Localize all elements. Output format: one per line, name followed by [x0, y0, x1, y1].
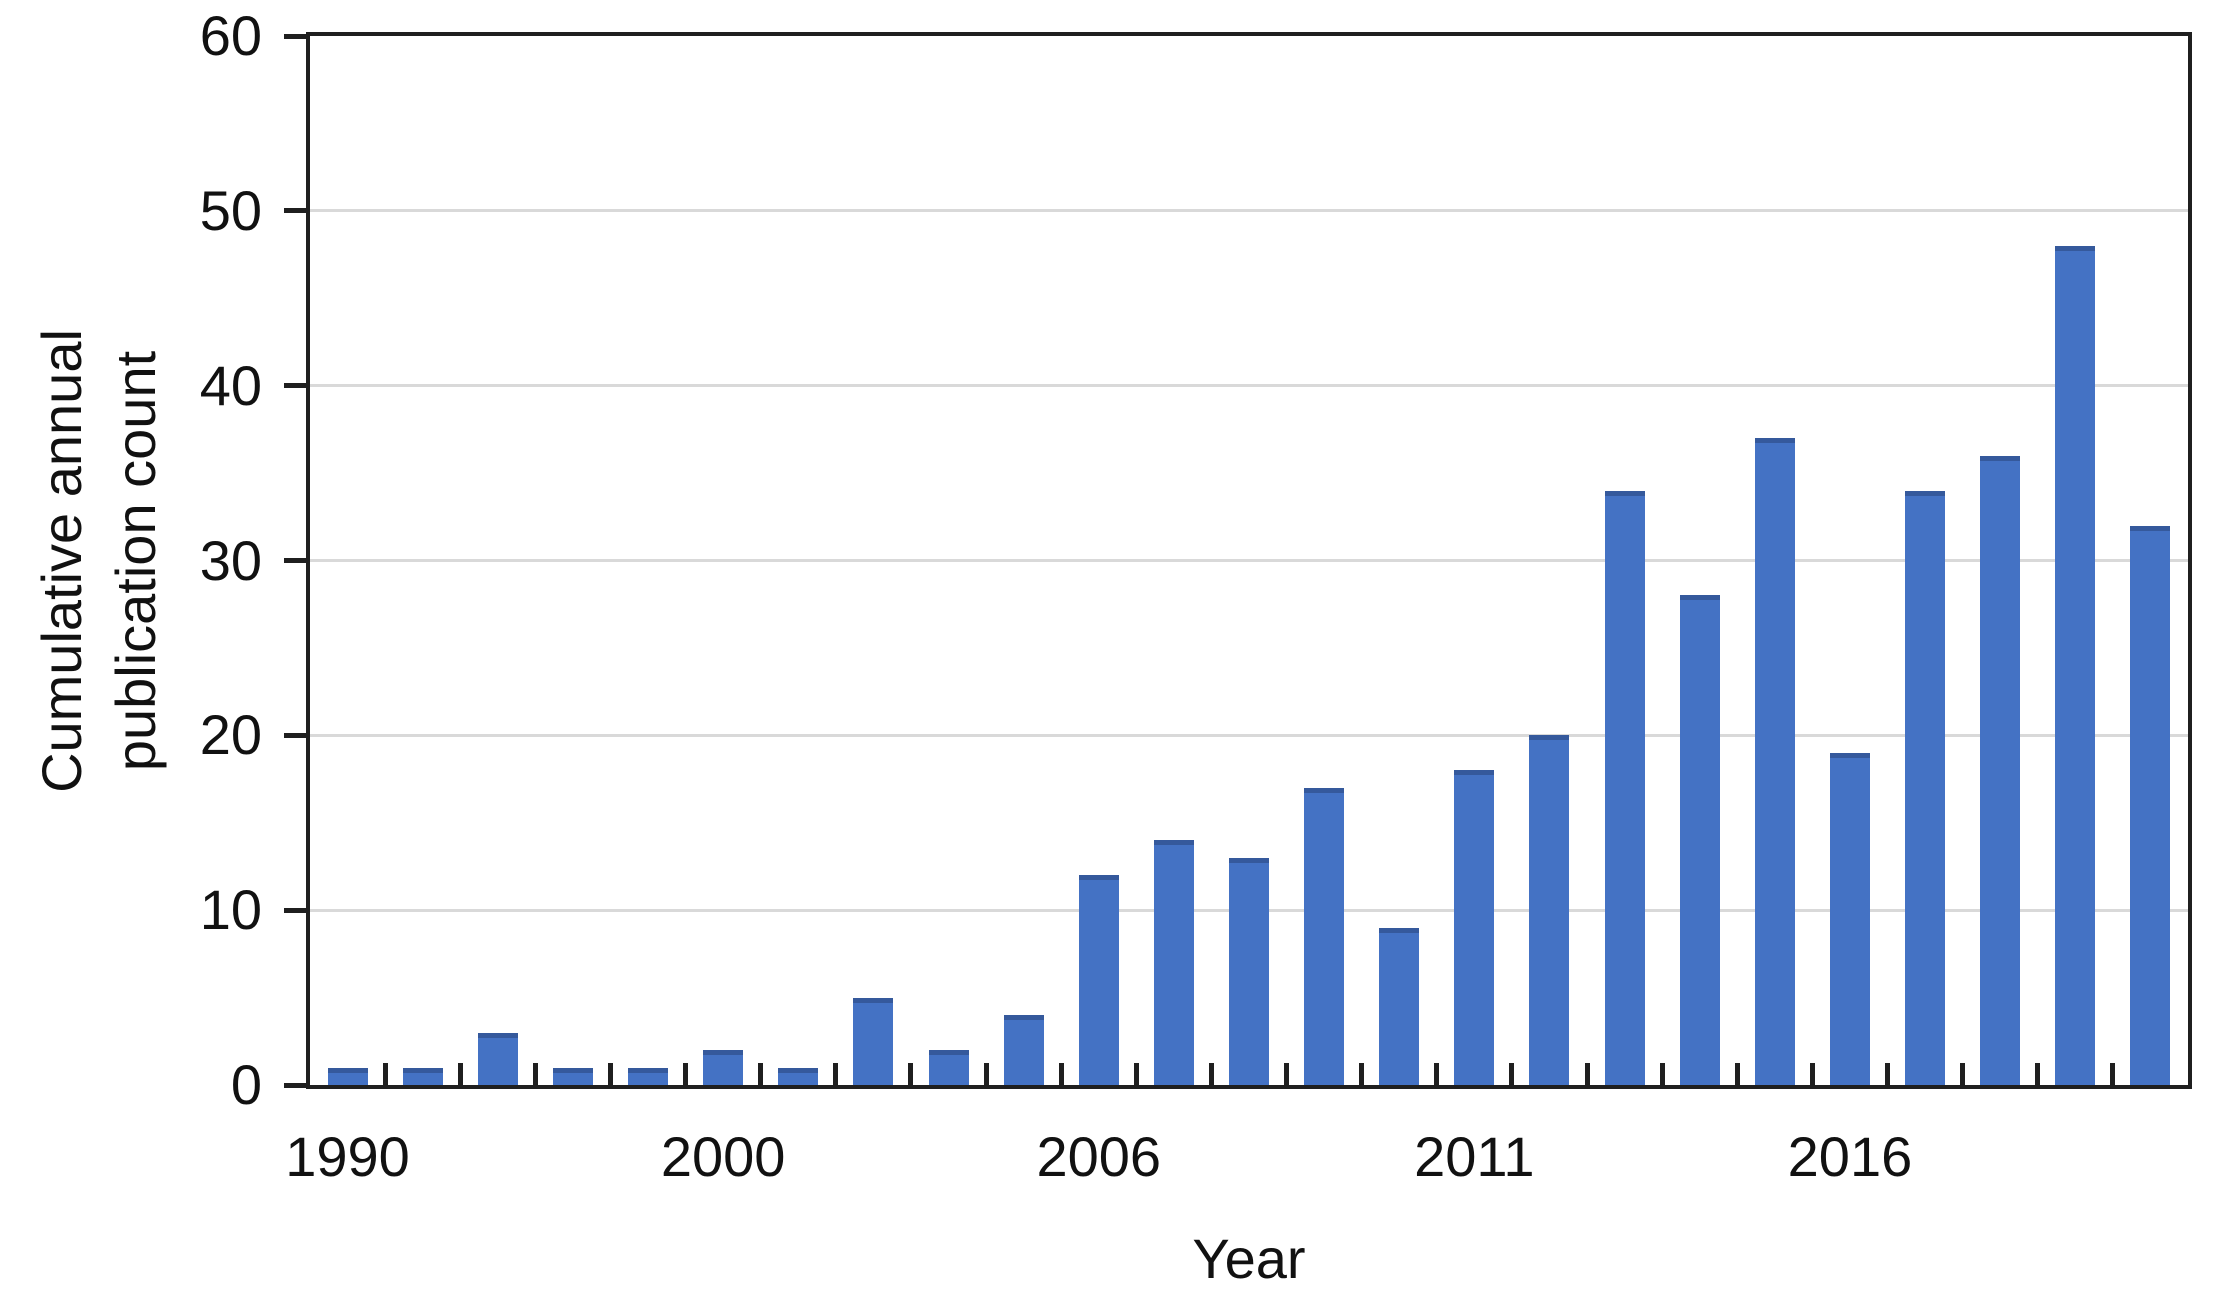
bar-10: [1078, 875, 1119, 1085]
bar-17: [1604, 490, 1645, 1085]
gridline-y-40: [310, 384, 2188, 388]
x-tick-7: [833, 1063, 839, 1085]
bar-3: [552, 1067, 593, 1085]
y-tick-30: [284, 558, 306, 563]
bar-1: [402, 1067, 443, 1085]
x-tick-8: [908, 1063, 914, 1085]
bar-19: [1754, 438, 1795, 1085]
bar-20: [1829, 752, 1870, 1085]
x-tick-15: [1434, 1063, 1440, 1085]
y-tick-label-50: 50: [199, 178, 262, 242]
x-tick-label-2000: 2000: [660, 1125, 786, 1188]
x-tick-3: [532, 1063, 538, 1085]
y-tick-label-30: 30: [199, 528, 262, 592]
bar-6: [778, 1067, 819, 1085]
y-tick-10: [284, 907, 306, 913]
y-tick-label-0: 0: [230, 1053, 262, 1116]
x-tick-14: [1359, 1063, 1365, 1085]
x-tick-label-1990: 1990: [285, 1125, 410, 1188]
x-tick-21: [1885, 1063, 1891, 1085]
x-tick-6: [758, 1063, 764, 1085]
x-tick-label-2006: 2006: [1036, 1125, 1162, 1188]
x-tick-12: [1208, 1063, 1214, 1085]
bar-21: [1905, 490, 1946, 1085]
bar-12: [1229, 857, 1269, 1085]
x-tick-2: [457, 1063, 463, 1085]
y-tick-label-40: 40: [199, 353, 262, 417]
x-axis-title: Year: [1192, 1227, 1306, 1290]
x-tick-18: [1659, 1063, 1665, 1085]
bar-14: [1379, 927, 1420, 1085]
y-tick-label-20: 20: [199, 703, 262, 767]
x-tick-9: [983, 1063, 989, 1085]
bar-15: [1454, 770, 1495, 1085]
bar-24: [2130, 525, 2171, 1085]
gridline-y-20: [310, 733, 2188, 737]
x-tick-label-2016: 2016: [1787, 1125, 1913, 1188]
x-tick-23: [2035, 1063, 2041, 1085]
x-tick-10: [1058, 1063, 1064, 1085]
x-tick-label-2011: 2011: [1414, 1125, 1535, 1188]
x-tick-4: [607, 1063, 613, 1085]
bar-11: [1153, 840, 1194, 1085]
y-tick-0: [284, 1082, 306, 1088]
bar-9: [1003, 1015, 1044, 1085]
bar-8: [928, 1050, 969, 1085]
y-tick-20: [284, 732, 306, 738]
bar-18: [1679, 595, 1720, 1085]
plot-area: [306, 32, 2192, 1089]
bar-2: [477, 1032, 518, 1085]
x-tick-24: [2110, 1063, 2116, 1085]
y-axis-title-line-1: Cumulative annual: [30, 329, 93, 793]
y-tick-label-10: 10: [199, 878, 262, 942]
y-tick-label-60: 60: [199, 4, 262, 67]
y-tick-60: [284, 33, 306, 39]
x-tick-22: [1960, 1063, 1966, 1085]
bar-22: [1980, 455, 2021, 1085]
gridline-y-50: [310, 209, 2188, 213]
x-tick-13: [1284, 1063, 1290, 1085]
x-tick-11: [1133, 1063, 1139, 1085]
y-tick-40: [284, 383, 306, 389]
x-tick-5: [683, 1063, 689, 1085]
x-tick-16: [1509, 1063, 1515, 1085]
y-tick-50: [284, 208, 306, 214]
x-tick-1: [382, 1063, 388, 1085]
bar-4: [628, 1067, 669, 1085]
gridline-y-30: [310, 559, 2188, 562]
bar-5: [703, 1050, 744, 1085]
x-tick-20: [1809, 1063, 1815, 1085]
bar-7: [853, 997, 894, 1085]
x-tick-19: [1734, 1063, 1740, 1085]
x-tick-17: [1584, 1063, 1590, 1085]
bar-0: [327, 1067, 368, 1085]
bar-13: [1304, 787, 1345, 1085]
bar-16: [1529, 735, 1570, 1085]
bar-23: [2055, 245, 2096, 1085]
